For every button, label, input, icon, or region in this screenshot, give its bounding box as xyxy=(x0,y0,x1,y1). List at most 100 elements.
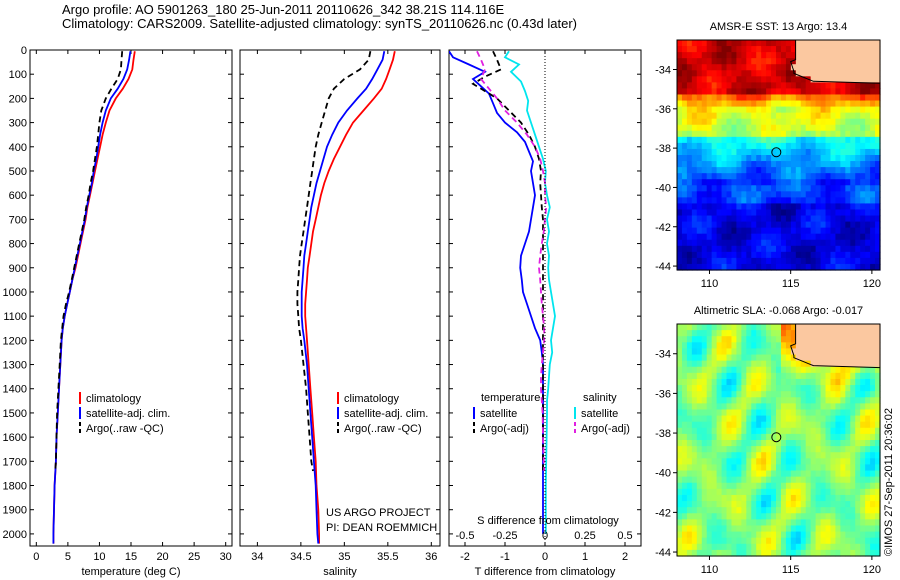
map-cell xyxy=(706,470,713,478)
map-cell xyxy=(800,378,807,386)
map-cell xyxy=(711,488,718,496)
map-cell xyxy=(840,148,846,156)
salinity-diff-tick-label-0-25: -0.25 xyxy=(492,530,517,542)
map-cell xyxy=(771,537,777,545)
map-cell xyxy=(870,488,876,496)
map-cell xyxy=(800,227,807,235)
map-cell xyxy=(850,257,856,265)
map-cell xyxy=(785,433,792,441)
map-cell xyxy=(696,464,703,472)
map-cell xyxy=(711,397,718,404)
sla-map-lon-label-120: 120 xyxy=(863,564,881,576)
map-cell xyxy=(706,130,713,138)
map-cell xyxy=(751,452,757,459)
map-cell xyxy=(865,549,871,557)
map-cell xyxy=(761,173,767,180)
sla-map-lon-label-115: 115 xyxy=(782,564,800,576)
map-cell xyxy=(845,136,851,144)
map-cell xyxy=(840,46,846,53)
map-cell xyxy=(721,209,728,217)
map-cell xyxy=(810,76,817,83)
map-cell xyxy=(825,118,832,126)
map-cell xyxy=(731,507,738,514)
map-cell xyxy=(805,58,812,65)
map-cell xyxy=(706,537,713,545)
map-cell xyxy=(716,415,723,423)
map-cell xyxy=(771,263,777,271)
map-cell xyxy=(746,409,752,417)
map-cell xyxy=(677,476,683,484)
map-cell xyxy=(815,476,822,484)
map-cell xyxy=(771,360,777,368)
map-cell xyxy=(865,209,871,217)
map-cell xyxy=(855,245,861,253)
map-cell xyxy=(840,391,846,398)
map-cell xyxy=(751,537,757,545)
map-cell xyxy=(696,233,703,241)
map-cell xyxy=(696,482,703,490)
map-cell xyxy=(805,70,812,77)
map-cell xyxy=(716,130,723,138)
map-cell xyxy=(780,148,787,156)
map-cell xyxy=(810,354,817,362)
map-cell xyxy=(835,245,841,253)
map-cell xyxy=(865,421,871,429)
map-cell xyxy=(870,440,876,447)
map-cell xyxy=(845,257,851,265)
map-cell xyxy=(716,525,723,533)
map-cell xyxy=(830,446,837,453)
map-cell xyxy=(785,245,792,253)
map-cell xyxy=(721,488,728,496)
map-cell xyxy=(691,239,698,247)
map-cell xyxy=(701,209,708,217)
map-cell xyxy=(835,458,841,466)
map-cell xyxy=(691,155,698,162)
sla-map-lat-label-44: -44 xyxy=(655,547,671,559)
map-cell xyxy=(810,488,817,496)
map-cell xyxy=(756,155,762,162)
map-cell xyxy=(751,372,757,380)
map-cell xyxy=(686,221,693,229)
map-cell xyxy=(865,118,871,126)
map-cell xyxy=(726,427,733,435)
map-cell xyxy=(850,173,856,180)
map-cell xyxy=(696,215,703,223)
map-cell xyxy=(785,191,792,198)
map-cell xyxy=(830,118,837,126)
map-cell xyxy=(860,233,866,241)
map-cell xyxy=(815,52,822,59)
map-cell xyxy=(701,458,708,466)
map-cell xyxy=(820,519,827,527)
map-cell xyxy=(736,324,742,331)
map-cell xyxy=(736,203,742,211)
map-cell xyxy=(681,476,688,484)
map-cell xyxy=(756,263,762,271)
map-cell xyxy=(726,118,733,126)
map-cell xyxy=(716,263,723,271)
map-cell xyxy=(701,70,708,77)
map-cell xyxy=(731,179,738,186)
map-cell xyxy=(681,543,688,551)
map-cell xyxy=(766,372,772,380)
map-cell xyxy=(795,130,802,138)
map-cell xyxy=(751,415,757,423)
map-cell xyxy=(736,440,742,447)
map-cell xyxy=(825,324,832,331)
map-cell xyxy=(785,70,792,77)
map-cell xyxy=(875,179,881,186)
map-cell xyxy=(721,433,728,441)
map-cell xyxy=(771,397,777,404)
map-cell xyxy=(716,58,723,65)
map-cell xyxy=(790,112,797,120)
map-cell xyxy=(681,549,688,557)
map-cell xyxy=(830,100,837,108)
map-cell xyxy=(746,136,752,144)
y-tick-label-1900: 1900 xyxy=(3,505,27,517)
map-cell xyxy=(825,378,832,386)
map-cell xyxy=(780,203,787,211)
map-cell xyxy=(785,366,792,374)
map-cell xyxy=(756,324,762,331)
map-cell xyxy=(726,64,733,71)
map-cell xyxy=(751,88,757,96)
map-cell xyxy=(840,233,846,241)
